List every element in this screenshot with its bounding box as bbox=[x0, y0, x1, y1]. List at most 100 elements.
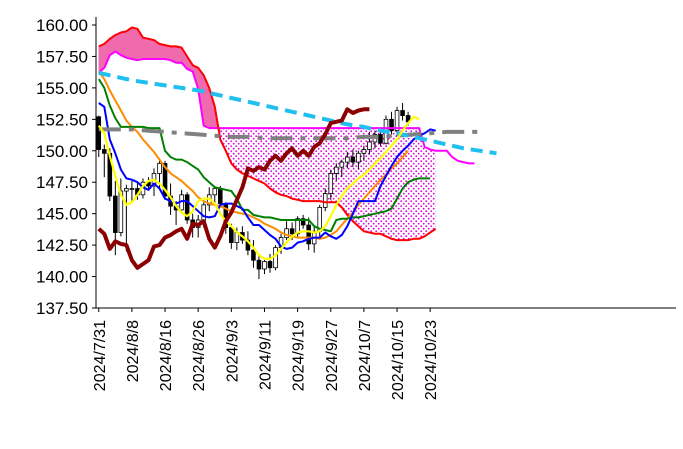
kumo-segment bbox=[374, 128, 381, 234]
candle-body bbox=[367, 141, 372, 150]
chikou-line bbox=[97, 107, 370, 270]
candle-body bbox=[389, 118, 394, 132]
x-tick-label: 2024/9/27 bbox=[324, 320, 341, 391]
y-tick-label: 150.00 bbox=[36, 142, 88, 161]
kumo-segment bbox=[142, 37, 149, 60]
x-tick-label: 2024/10/7 bbox=[357, 320, 374, 391]
avg-cyan-dashed-line bbox=[98, 70, 497, 156]
kumo-segment bbox=[220, 128, 226, 151]
kumo-segment bbox=[408, 128, 414, 241]
candle-body bbox=[300, 218, 306, 226]
x-tick-label: 2024/10/15 bbox=[390, 320, 407, 400]
x-tick-label: 2024/7/31 bbox=[92, 320, 109, 391]
kumo-segment bbox=[175, 46, 182, 63]
kumo-segment bbox=[275, 128, 282, 195]
avg-yellow-line bbox=[97, 115, 420, 260]
kumo-segment bbox=[352, 128, 359, 227]
candle-body bbox=[356, 152, 361, 163]
y-tick-label: 147.50 bbox=[36, 173, 88, 192]
senkou-a-line bbox=[98, 50, 475, 165]
candle-body bbox=[289, 228, 295, 235]
candle-body bbox=[124, 188, 129, 192]
kumo-segment bbox=[419, 128, 425, 239]
kumo-segment bbox=[286, 128, 293, 199]
candle-body bbox=[334, 166, 339, 174]
y-tick-label: 152.50 bbox=[36, 110, 88, 129]
indicator-lines bbox=[97, 26, 497, 270]
kumo-segment bbox=[236, 128, 243, 174]
candle-body bbox=[129, 188, 135, 190]
kumo-segment bbox=[159, 43, 166, 60]
kumo-segment bbox=[430, 149, 436, 233]
candle-body bbox=[350, 156, 356, 163]
candle-body bbox=[184, 194, 190, 221]
candle-body bbox=[400, 110, 405, 116]
kumo-segment bbox=[281, 128, 287, 197]
y-tick-label: 157.50 bbox=[36, 47, 88, 66]
kumo-segment bbox=[391, 128, 398, 241]
kumo-segment bbox=[264, 128, 270, 189]
y-tick-label: 145.00 bbox=[36, 205, 88, 224]
kumo-segment bbox=[336, 128, 342, 208]
x-tick-label: 2024/10/23 bbox=[423, 320, 440, 400]
y-tick-label: 137.50 bbox=[36, 299, 88, 318]
kumo-segment bbox=[363, 128, 370, 233]
candle-body bbox=[251, 249, 256, 261]
candle-body bbox=[306, 224, 311, 245]
candle-body bbox=[345, 156, 350, 163]
candle-body bbox=[273, 247, 278, 269]
candle-body bbox=[361, 149, 367, 154]
candle-body bbox=[328, 173, 334, 194]
kumo-segment bbox=[341, 128, 348, 215]
senkou-b-line bbox=[98, 26, 437, 242]
x-tick-label: 2024/8/26 bbox=[191, 320, 208, 391]
candle-body bbox=[212, 188, 218, 196]
kumo-segment bbox=[148, 38, 155, 60]
y-tick-label: 140.00 bbox=[36, 268, 88, 287]
kumo-segment bbox=[120, 30, 127, 59]
candle-body bbox=[394, 110, 400, 132]
y-tick-label: 142.50 bbox=[36, 236, 88, 255]
candle-body bbox=[162, 162, 168, 197]
x-tick-label: 2024/9/3 bbox=[224, 320, 241, 382]
kumo-segment bbox=[308, 128, 315, 202]
kumo-segment bbox=[126, 27, 133, 60]
candle-body bbox=[229, 227, 234, 243]
kijun-line bbox=[97, 78, 431, 233]
avg-gray-dashdot-line bbox=[98, 127, 480, 141]
kumo-segment bbox=[413, 128, 420, 239]
kumo-segment bbox=[242, 128, 248, 176]
candle-body bbox=[262, 261, 267, 270]
kumo-segment bbox=[164, 44, 171, 61]
axes: 137.50 140.00 142.50 145.00 147.50 150.00 152.… bbox=[36, 16, 676, 400]
candle-body bbox=[96, 116, 102, 150]
kumo-segment bbox=[292, 128, 298, 200]
candle-body bbox=[157, 162, 162, 174]
candle-body bbox=[256, 259, 262, 270]
candle-body bbox=[322, 193, 328, 208]
kumo-segment bbox=[369, 128, 375, 234]
y-tick-label: 155.00 bbox=[36, 79, 88, 98]
kumo-segment bbox=[319, 128, 326, 203]
kumo-segment bbox=[347, 128, 353, 222]
candle-body bbox=[378, 134, 383, 144]
kumo-segment bbox=[131, 27, 138, 61]
candle-body bbox=[201, 204, 206, 221]
y-tick-label: 160.00 bbox=[36, 16, 88, 35]
candle-body bbox=[102, 149, 107, 154]
candle-body bbox=[339, 161, 345, 168]
candle-body bbox=[267, 261, 273, 269]
kumo-segment bbox=[303, 128, 309, 202]
kumo-segment bbox=[397, 128, 403, 241]
kumo-segment bbox=[424, 147, 431, 237]
x-tick-label: 2024/8/16 bbox=[158, 320, 175, 391]
x-tick-label: 2024/8/8 bbox=[125, 320, 142, 382]
candle-body bbox=[113, 195, 118, 233]
tenkan-line bbox=[98, 102, 436, 250]
x-tick-label: 2024/9/11 bbox=[257, 320, 274, 390]
x-tick-label: 2024/9/19 bbox=[291, 320, 308, 391]
kumo-segment bbox=[386, 128, 392, 239]
kumo-segment bbox=[297, 128, 304, 202]
candle-body bbox=[218, 188, 223, 205]
